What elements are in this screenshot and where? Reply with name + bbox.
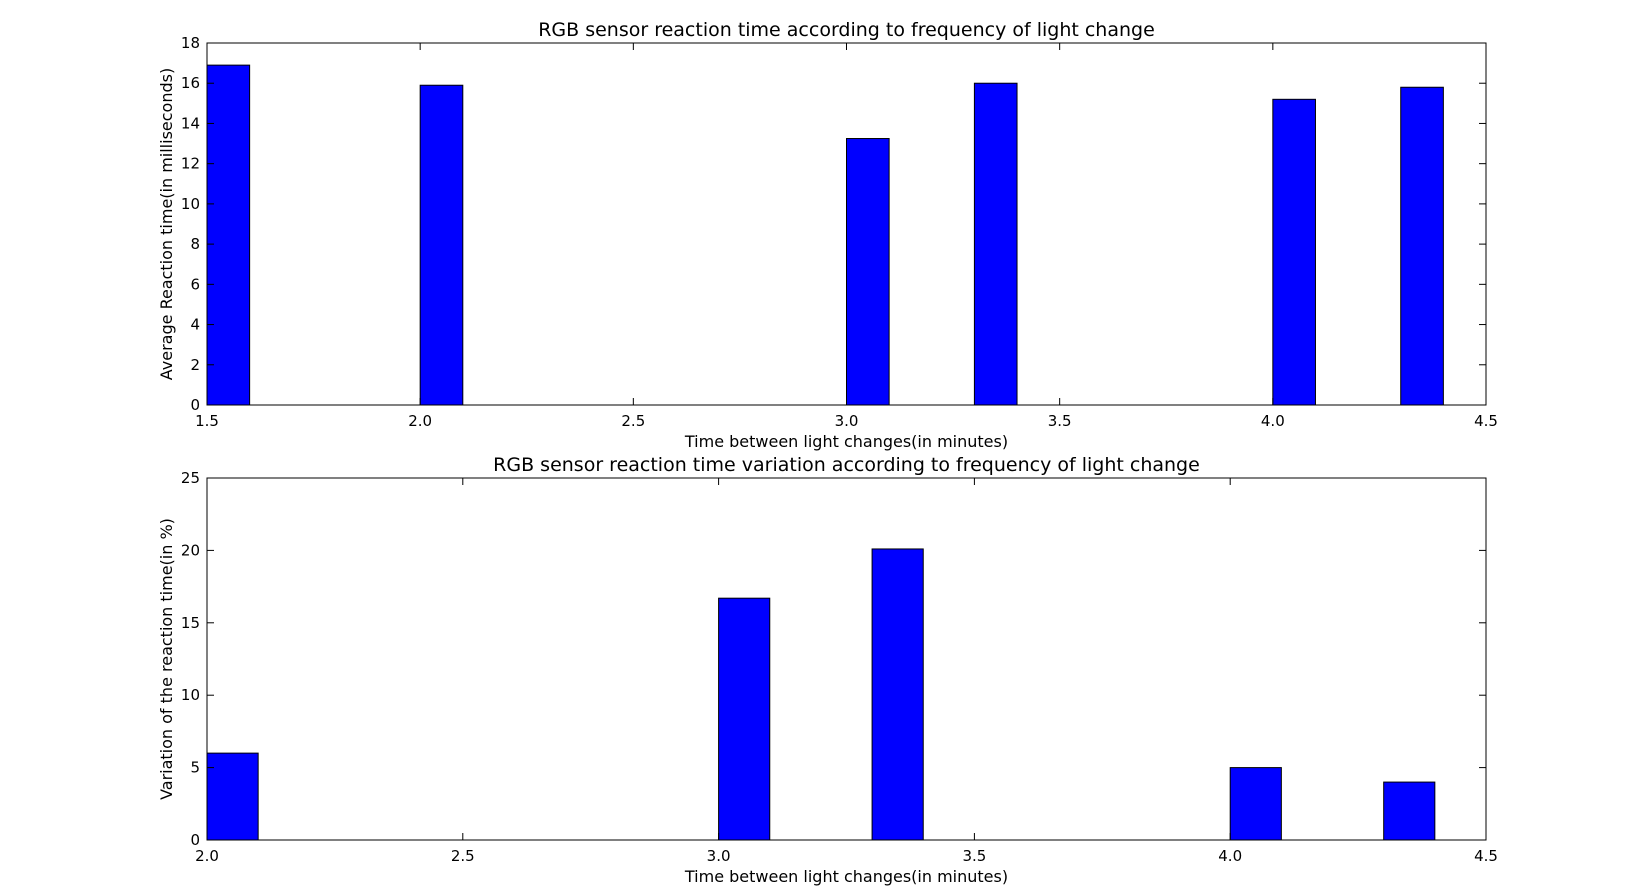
- chart-title: RGB sensor reaction time according to fr…: [538, 19, 1155, 41]
- y-axis-label: Variation of the reaction time(in %): [157, 518, 176, 800]
- reaction-variation-chart: 2.0 2.5 3.0 3.5 4.0 4.5 0 5 10 15 20 25 RGB sensor r…: [157, 454, 1498, 886]
- bar: [206, 752, 259, 841]
- x-tick-label: 4.5: [1474, 412, 1498, 430]
- y-tick-label: 10: [181, 686, 200, 704]
- y-tick-label: 6: [190, 275, 200, 293]
- x-tick-label: 3.5: [1048, 412, 1072, 430]
- y-tick-label: 18: [181, 34, 200, 52]
- x-tick-label: 3.0: [835, 412, 859, 430]
- y-tick-label: 10: [181, 195, 200, 213]
- x-tick-label: 4.5: [1474, 847, 1498, 865]
- bar: [1383, 781, 1436, 841]
- y-tick-label: 25: [181, 469, 200, 487]
- x-axis-label: Time between light changes(in minutes): [684, 867, 1008, 886]
- x-tick-label: 3.0: [707, 847, 731, 865]
- x-tick-label: 3.5: [962, 847, 986, 865]
- bar: [846, 138, 890, 406]
- x-axis-label: Time between light changes(in minutes): [684, 432, 1008, 451]
- y-tick-label: 20: [181, 541, 200, 559]
- x-tick-label: 4.0: [1218, 847, 1242, 865]
- x-tick-label: 1.5: [195, 412, 219, 430]
- y-tick-label: 5: [190, 759, 200, 777]
- y-tick-label: 0: [190, 831, 200, 849]
- reaction-time-chart: 1.5 2.0 2.5 3.0 3.5 4.0 4.5 0 2 4 6 8 10 12 14 16 18 RGB …: [157, 19, 1498, 451]
- y-tick-label: 2: [190, 356, 200, 374]
- y-tick-label: 8: [190, 235, 200, 253]
- bar: [718, 597, 771, 841]
- y-tick-label: 15: [181, 614, 200, 632]
- x-tick-label: 2.5: [451, 847, 475, 865]
- bar: [1272, 98, 1316, 406]
- y-tick-label: 12: [181, 155, 200, 173]
- bar: [206, 64, 251, 406]
- y-tick-label: 0: [190, 396, 200, 414]
- bar: [419, 84, 464, 406]
- bar: [973, 82, 1018, 406]
- y-axis-label: Average Reaction time(in milliseconds): [157, 68, 176, 380]
- y-tick-label: 16: [181, 74, 200, 92]
- bar: [1229, 767, 1282, 841]
- x-tick-label: 2.0: [195, 847, 219, 865]
- chart-title: RGB sensor reaction time variation accor…: [493, 454, 1200, 476]
- plot-frame: [206, 477, 1487, 841]
- x-tick-label: 2.0: [408, 412, 432, 430]
- x-tick-label: 4.0: [1261, 412, 1285, 430]
- y-tick-label: 14: [181, 114, 200, 132]
- bar: [1400, 86, 1444, 406]
- y-tick-label: 4: [190, 316, 200, 334]
- bar: [871, 548, 924, 841]
- x-tick-label: 2.5: [621, 412, 645, 430]
